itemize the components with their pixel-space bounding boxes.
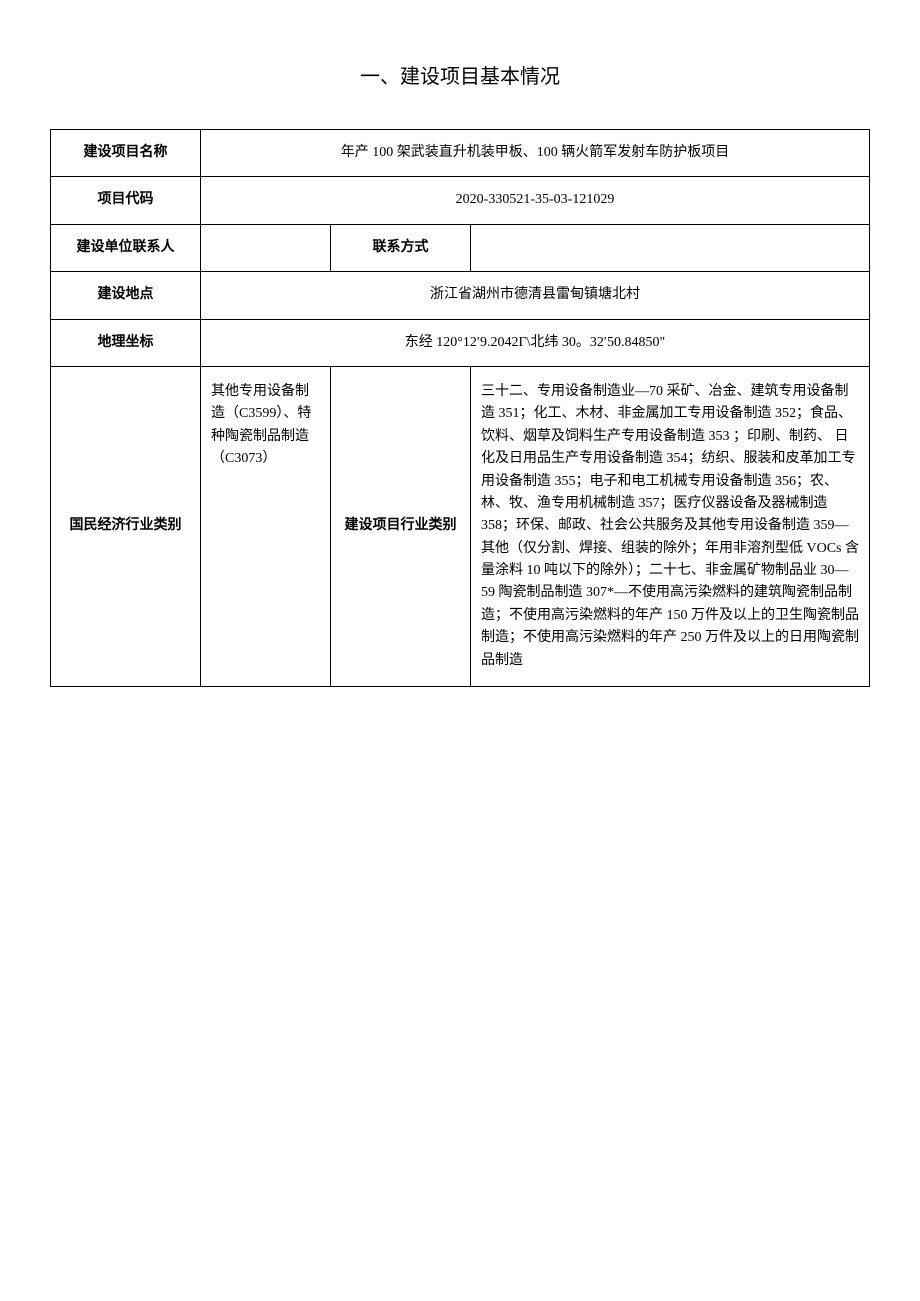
coordinates-label: 地理坐标 bbox=[51, 319, 201, 366]
contact-person-value bbox=[201, 224, 331, 271]
contact-person-label: 建设单位联系人 bbox=[51, 224, 201, 271]
contact-method-value bbox=[471, 224, 870, 271]
project-info-table: 建设项目名称 年产 100 架武装直升机装甲板、100 辆火箭军发射车防护板项目… bbox=[50, 129, 870, 687]
location-label: 建设地点 bbox=[51, 272, 201, 319]
national-industry-value: 其他专用设备制造（C3599）、特种陶瓷制品制造（C3073） bbox=[201, 366, 331, 686]
page-title: 一、建设项目基本情况 bbox=[50, 60, 870, 89]
project-code-label: 项目代码 bbox=[51, 177, 201, 224]
table-row: 地理坐标 东经 120°12′9.2042Γ\北纬 30。32′50.84850… bbox=[51, 319, 870, 366]
contact-method-label: 联系方式 bbox=[331, 224, 471, 271]
table-row: 国民经济行业类别 其他专用设备制造（C3599）、特种陶瓷制品制造（C3073）… bbox=[51, 366, 870, 686]
project-name-value: 年产 100 架武装直升机装甲板、100 辆火箭军发射车防护板项目 bbox=[201, 130, 870, 177]
table-row: 建设项目名称 年产 100 架武装直升机装甲板、100 辆火箭军发射车防护板项目 bbox=[51, 130, 870, 177]
location-value: 浙江省湖州市德清县雷甸镇塘北村 bbox=[201, 272, 870, 319]
project-industry-value: 三十二、专用设备制造业—70 采矿、冶金、建筑专用设备制造 351；化工、木材、… bbox=[471, 366, 870, 686]
project-name-label: 建设项目名称 bbox=[51, 130, 201, 177]
table-row: 项目代码 2020-330521-35-03-121029 bbox=[51, 177, 870, 224]
project-industry-label: 建设项目行业类别 bbox=[331, 366, 471, 686]
coordinates-value: 东经 120°12′9.2042Γ\北纬 30。32′50.84850" bbox=[201, 319, 870, 366]
table-row: 建设地点 浙江省湖州市德清县雷甸镇塘北村 bbox=[51, 272, 870, 319]
project-code-value: 2020-330521-35-03-121029 bbox=[201, 177, 870, 224]
table-row: 建设单位联系人 联系方式 bbox=[51, 224, 870, 271]
national-industry-label: 国民经济行业类别 bbox=[51, 366, 201, 686]
